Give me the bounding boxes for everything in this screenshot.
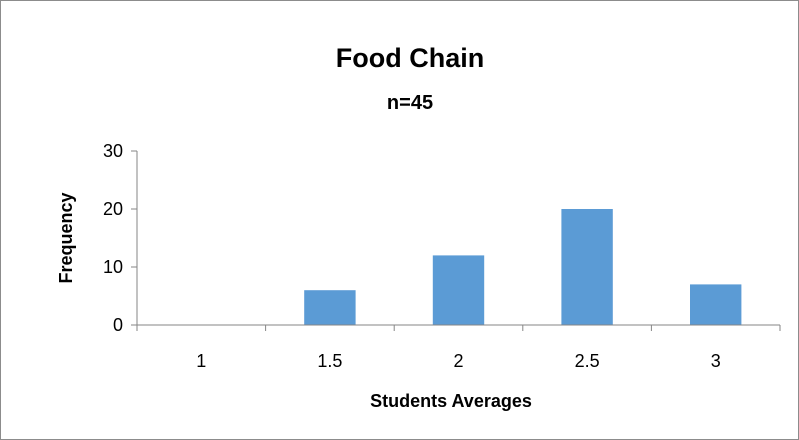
x-tick-label: 2.5 bbox=[575, 351, 600, 371]
chart-subtitle: n=45 bbox=[387, 92, 433, 114]
x-tick-label: 1.5 bbox=[317, 351, 342, 371]
y-tick-label: 10 bbox=[103, 257, 123, 277]
y-tick-label: 30 bbox=[103, 141, 123, 161]
y-axis-title: Frequency bbox=[56, 192, 76, 283]
x-axis-title: Students Averages bbox=[370, 391, 532, 411]
x-tick-label: 1 bbox=[196, 351, 206, 371]
bar-1-5 bbox=[304, 290, 356, 325]
y-tick-label: 20 bbox=[103, 199, 123, 219]
x-tick-label: 3 bbox=[711, 351, 721, 371]
chart-title: Food Chain bbox=[336, 43, 484, 73]
bar-3 bbox=[690, 284, 742, 325]
bars-group bbox=[304, 209, 742, 325]
bar-2-5 bbox=[561, 209, 613, 325]
x-tick-label: 2 bbox=[453, 351, 463, 371]
y-tick-label: 0 bbox=[113, 315, 123, 335]
bar-2 bbox=[432, 255, 485, 325]
